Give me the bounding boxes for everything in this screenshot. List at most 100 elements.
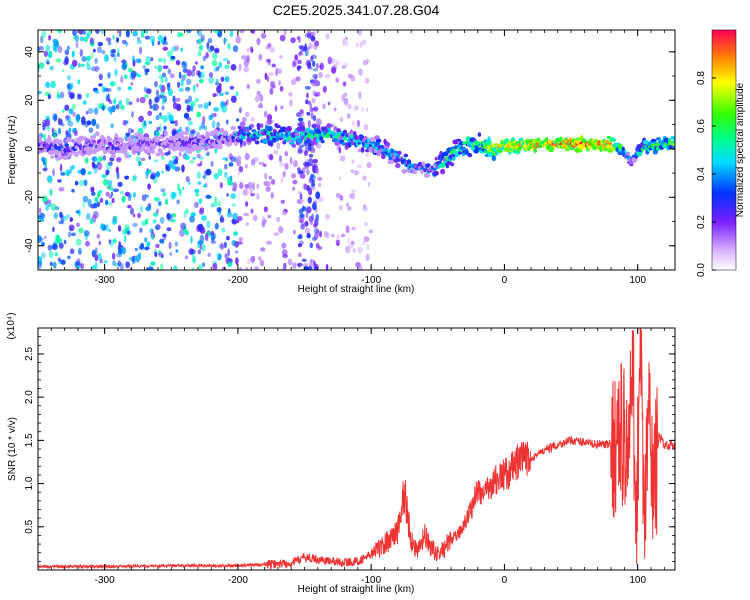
noise-cell (41, 30, 47, 38)
noise-cell (132, 30, 138, 37)
noise-cell (174, 241, 179, 247)
ridge-cell (87, 146, 94, 151)
noise-cell (339, 116, 344, 123)
noise-cell (289, 156, 293, 165)
noise-cell (53, 261, 57, 269)
noise-cell (312, 73, 318, 79)
noise-cell (280, 105, 284, 110)
ridge-cell (425, 173, 431, 178)
colorbar-tick-label: 0.0 (696, 263, 707, 277)
ridge-cell (155, 138, 160, 143)
noise-cell (233, 231, 239, 236)
ridge-cell (575, 137, 582, 141)
noise-cell (38, 46, 44, 51)
noise-cell (313, 261, 316, 267)
noise-cell (140, 157, 146, 161)
noise-cell (67, 45, 70, 51)
noise-cell (180, 79, 184, 87)
noise-cell (331, 66, 337, 74)
ridge-cell (38, 135, 42, 141)
noise-cell (269, 46, 275, 53)
noise-cell (243, 66, 250, 73)
noise-cell (314, 40, 320, 47)
noise-cell (347, 103, 352, 110)
noise-cell (130, 207, 134, 215)
noise-cell (112, 260, 116, 266)
noise-cell (111, 197, 115, 204)
noise-cell (318, 182, 322, 188)
ridge-cell (55, 138, 60, 144)
ridge-cell (151, 149, 155, 154)
noise-cell (200, 37, 204, 43)
ridge-cell (245, 128, 250, 132)
noise-cell (43, 168, 47, 172)
spectrogram-ridge (38, 121, 675, 178)
ridge-cell (544, 137, 549, 142)
noise-cell (294, 54, 299, 61)
noise-cell (268, 175, 272, 180)
noise-cell (346, 202, 349, 207)
noise-cell (200, 34, 205, 42)
ridge-cell (395, 162, 401, 169)
noise-cell (357, 246, 364, 254)
noise-cell (205, 52, 209, 59)
noise-cell (258, 54, 263, 61)
noise-cell (365, 107, 369, 112)
noise-cell (257, 104, 264, 109)
noise-cell (59, 211, 63, 218)
noise-cell (299, 213, 305, 219)
ridge-cell (487, 136, 491, 142)
noise-cell (148, 155, 151, 160)
noise-cell (110, 191, 114, 197)
noise-cell (224, 64, 230, 70)
ridge-cell (626, 151, 630, 156)
noise-cell (190, 236, 193, 244)
noise-cell (113, 188, 119, 193)
noise-cell (267, 43, 272, 48)
noise-cell (77, 247, 82, 255)
noise-cell (44, 81, 50, 88)
noise-cell (40, 35, 44, 44)
noise-cell (118, 100, 123, 106)
noise-cell (184, 255, 189, 260)
noise-cell (121, 195, 126, 203)
ridge-cell (144, 136, 149, 143)
noise-cell (144, 246, 150, 251)
noise-cell (258, 256, 262, 261)
noise-cell (201, 215, 207, 221)
noise-cell (259, 94, 264, 102)
ridge-cell (360, 146, 365, 153)
x-tick-label: 100 (629, 275, 646, 286)
noise-cell (198, 264, 203, 270)
noise-cell (197, 163, 203, 167)
noise-cell (271, 179, 276, 185)
noise-cell (361, 106, 364, 113)
noise-cell (197, 30, 202, 37)
noise-cell (82, 30, 87, 35)
y-tick-label: 20 (24, 94, 35, 106)
noise-cell (323, 231, 329, 238)
colorbar-gradient (711, 29, 737, 271)
noise-cell (186, 117, 192, 121)
noise-cell (279, 162, 285, 167)
ridge-cell (91, 139, 97, 144)
noise-cell (307, 196, 312, 204)
noise-cell (298, 208, 304, 215)
noise-cell (283, 30, 287, 36)
noise-cell (368, 229, 373, 234)
noise-cell (109, 81, 116, 87)
noise-cell (214, 196, 217, 204)
noise-cell (42, 161, 47, 166)
noise-cell (364, 222, 368, 227)
noise-cell (299, 173, 306, 179)
ridge-cell (319, 136, 323, 141)
noise-cell (111, 219, 118, 225)
noise-cell (239, 30, 245, 34)
noise-cell (182, 186, 185, 191)
noise-cell (126, 230, 131, 235)
noise-cell (190, 249, 196, 255)
noise-cell (127, 67, 133, 73)
noise-cell (76, 222, 80, 227)
noise-cell (202, 55, 207, 62)
ridge-cell (219, 127, 225, 134)
